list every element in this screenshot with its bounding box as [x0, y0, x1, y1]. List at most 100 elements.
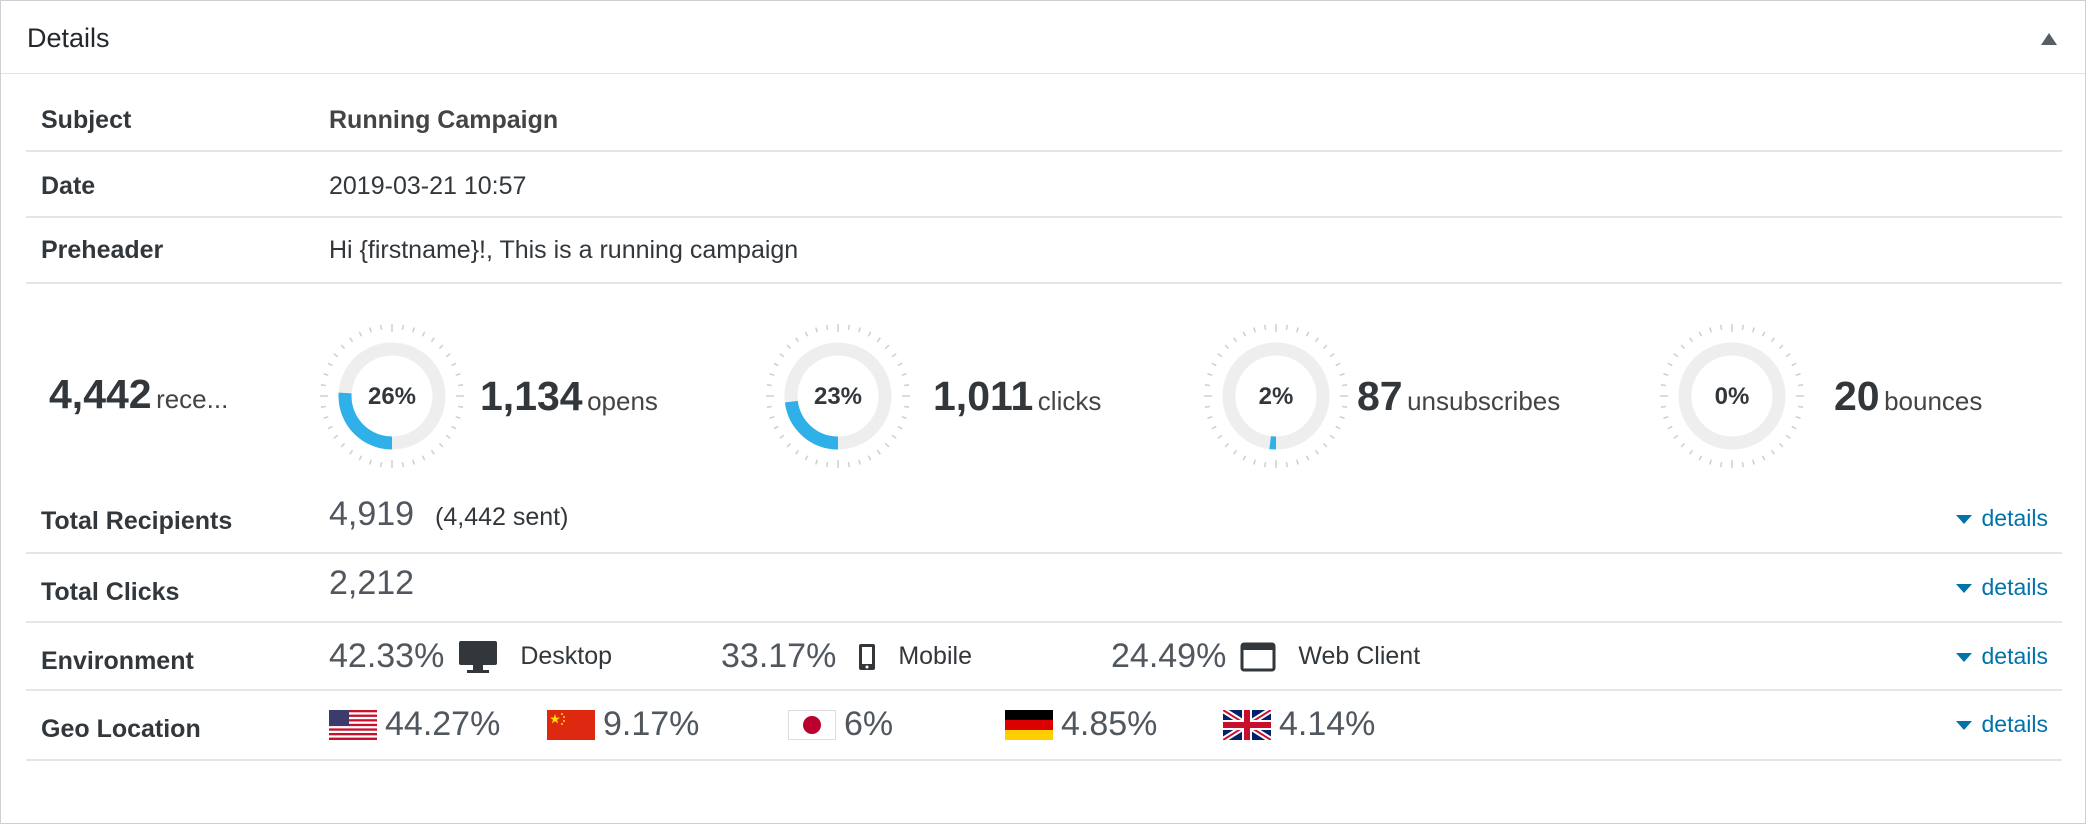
- clicks-donut-tick: [773, 362, 779, 367]
- opens-donut-tick: [458, 383, 464, 387]
- clicks-donut-tick: [897, 425, 903, 430]
- opens-donut-tick: [333, 434, 339, 439]
- env-webclient-percent: 24.49%: [1111, 637, 1227, 675]
- clicks-donut-tick: [867, 455, 872, 461]
- opens-donut-tick: [320, 383, 326, 387]
- env-item-webclient: 24.49% Web Client: [1111, 637, 1420, 676]
- total-clicks-details-label: details: [1981, 574, 2048, 600]
- unsubscribes-donut-tick: [1253, 327, 1257, 333]
- unsubscribes-donut-tick: [1314, 449, 1319, 455]
- unsubscribes-donut-tick: [1295, 459, 1299, 465]
- geo-details-link[interactable]: details: [1955, 711, 2048, 738]
- total-clicks-value: 2,212: [329, 564, 415, 602]
- total-recipients-details-link[interactable]: details: [1955, 505, 2048, 532]
- bounces-donut-tick: [1761, 331, 1766, 337]
- clicks-donut-tick: [804, 455, 809, 461]
- bounces-donut-tick: [1663, 373, 1669, 377]
- opens-donut-tick: [438, 344, 444, 350]
- opens-donut-tick: [320, 405, 326, 409]
- opens-donut-tick: [421, 455, 426, 461]
- clicks-donut-tick: [847, 324, 851, 330]
- clicks-donut-tick: [901, 415, 907, 419]
- clicks-donut-tick: [825, 324, 829, 330]
- stat-bounces-label: bounces: [1884, 386, 1983, 416]
- clicks-donut-tick: [884, 344, 890, 350]
- clicks-donut: [766, 324, 910, 468]
- mobile-icon: [859, 643, 876, 670]
- bounces-donut-tick: [1667, 362, 1673, 367]
- opens-donut-tick: [358, 455, 363, 461]
- unsubscribes-donut-tick: [1263, 324, 1267, 330]
- unsubscribes-donut-tick: [1242, 455, 1247, 461]
- clicks-donut-tick: [779, 353, 785, 358]
- collapse-toggle-icon[interactable]: [2041, 33, 2057, 45]
- opens-donut-tick: [340, 442, 346, 448]
- stat-opens-value: 1,134: [480, 373, 583, 419]
- bounces-donut-tick: [1660, 405, 1666, 409]
- environment-row: Environment 42.33% Desktop 33.17% Mobile: [26, 623, 2062, 691]
- panel-header[interactable]: Details: [1, 1, 2085, 74]
- unsubscribes-donut-tick: [1305, 331, 1310, 337]
- bounces-donut-tick: [1751, 459, 1755, 465]
- unsubscribes-donut-tick: [1314, 337, 1319, 343]
- geo-japan-percent: 6%: [844, 705, 894, 743]
- clicks-donut-tick: [769, 415, 775, 419]
- clicks-donut-tick: [804, 331, 809, 337]
- environment-details-link[interactable]: details: [1955, 643, 2048, 670]
- opens-donut: [320, 324, 464, 468]
- bounces-donut-track: [1678, 342, 1786, 450]
- opens-donut-tick: [369, 459, 373, 465]
- clicks-percent: 23%: [813, 383, 863, 410]
- germany-flag-icon: [1005, 709, 1053, 740]
- bounces-donut: [1660, 324, 1804, 468]
- bounces-donut-tick: [1785, 353, 1791, 358]
- total-clicks-row: Total Clicks 2,212 details: [26, 554, 2062, 623]
- bounces-donut-tick: [1770, 449, 1775, 455]
- clicks-donut-tick: [857, 459, 861, 465]
- total-recipients-sent: (4,442 sent): [435, 503, 569, 531]
- total-recipients-label: Total Recipients: [41, 507, 233, 535]
- stat-clicks-label: clicks: [1037, 386, 1102, 416]
- stat-unsubscribes-value: 87: [1357, 373, 1403, 419]
- caret-down-icon: [1955, 515, 1972, 525]
- bounces-donut-tick: [1698, 455, 1703, 461]
- bounces-donut-tick: [1709, 459, 1713, 465]
- unsubscribes-donut-tick: [1285, 324, 1289, 330]
- bounces-donut-tick: [1719, 324, 1723, 330]
- opens-donut-tick: [445, 353, 451, 358]
- total-clicks-details-link[interactable]: details: [1955, 574, 2048, 601]
- bounces-donut-tick: [1680, 442, 1686, 448]
- unsubscribes-donut-tick: [1217, 434, 1223, 439]
- unsubscribes-donut-arc: [1222, 342, 1330, 450]
- env-item-desktop: 42.33% Desktop: [329, 637, 612, 676]
- opens-donut-tick: [411, 327, 415, 333]
- bounces-donut-tick: [1791, 425, 1797, 430]
- stat-recipients-value: 4,442: [49, 371, 152, 417]
- clicks-donut-tick: [815, 459, 819, 465]
- environment-details-label: details: [1981, 643, 2048, 669]
- clicks-donut-tick: [795, 337, 800, 343]
- bounces-percent: 0%: [1714, 383, 1750, 410]
- uk-flag-icon: [1223, 709, 1271, 740]
- bounces-donut-tick: [1785, 434, 1791, 439]
- bounces-donut-tick: [1709, 327, 1713, 333]
- bounces-donut-tick: [1667, 425, 1673, 430]
- unsubscribes-donut-tick: [1339, 373, 1345, 377]
- env-mobile-name: Mobile: [898, 642, 972, 670]
- geo-item-us: 44.27%: [329, 705, 500, 744]
- opens-donut-tick: [379, 462, 383, 468]
- opens-donut-tick: [327, 425, 333, 430]
- browser-window-icon: [1240, 642, 1276, 671]
- unsubscribes-donut-tick: [1224, 344, 1230, 350]
- preheader-label: Preheader: [41, 236, 164, 264]
- total-recipients-row: Total Recipients 4,919 (4,442 sent) deta…: [26, 491, 2062, 554]
- opens-donut-tick: [369, 327, 373, 333]
- geo-china-percent: 9.17%: [603, 705, 700, 743]
- environment-label: Environment: [41, 647, 194, 675]
- unsubscribes-donut-tick: [1233, 449, 1238, 455]
- stat-bounces: 20 bounces: [1834, 373, 1982, 420]
- bounces-donut-tick: [1778, 344, 1784, 350]
- environment-items: 42.33% Desktop 33.17% Mobile 24.49%: [329, 637, 1529, 679]
- bounces-donut-tick: [1795, 415, 1801, 419]
